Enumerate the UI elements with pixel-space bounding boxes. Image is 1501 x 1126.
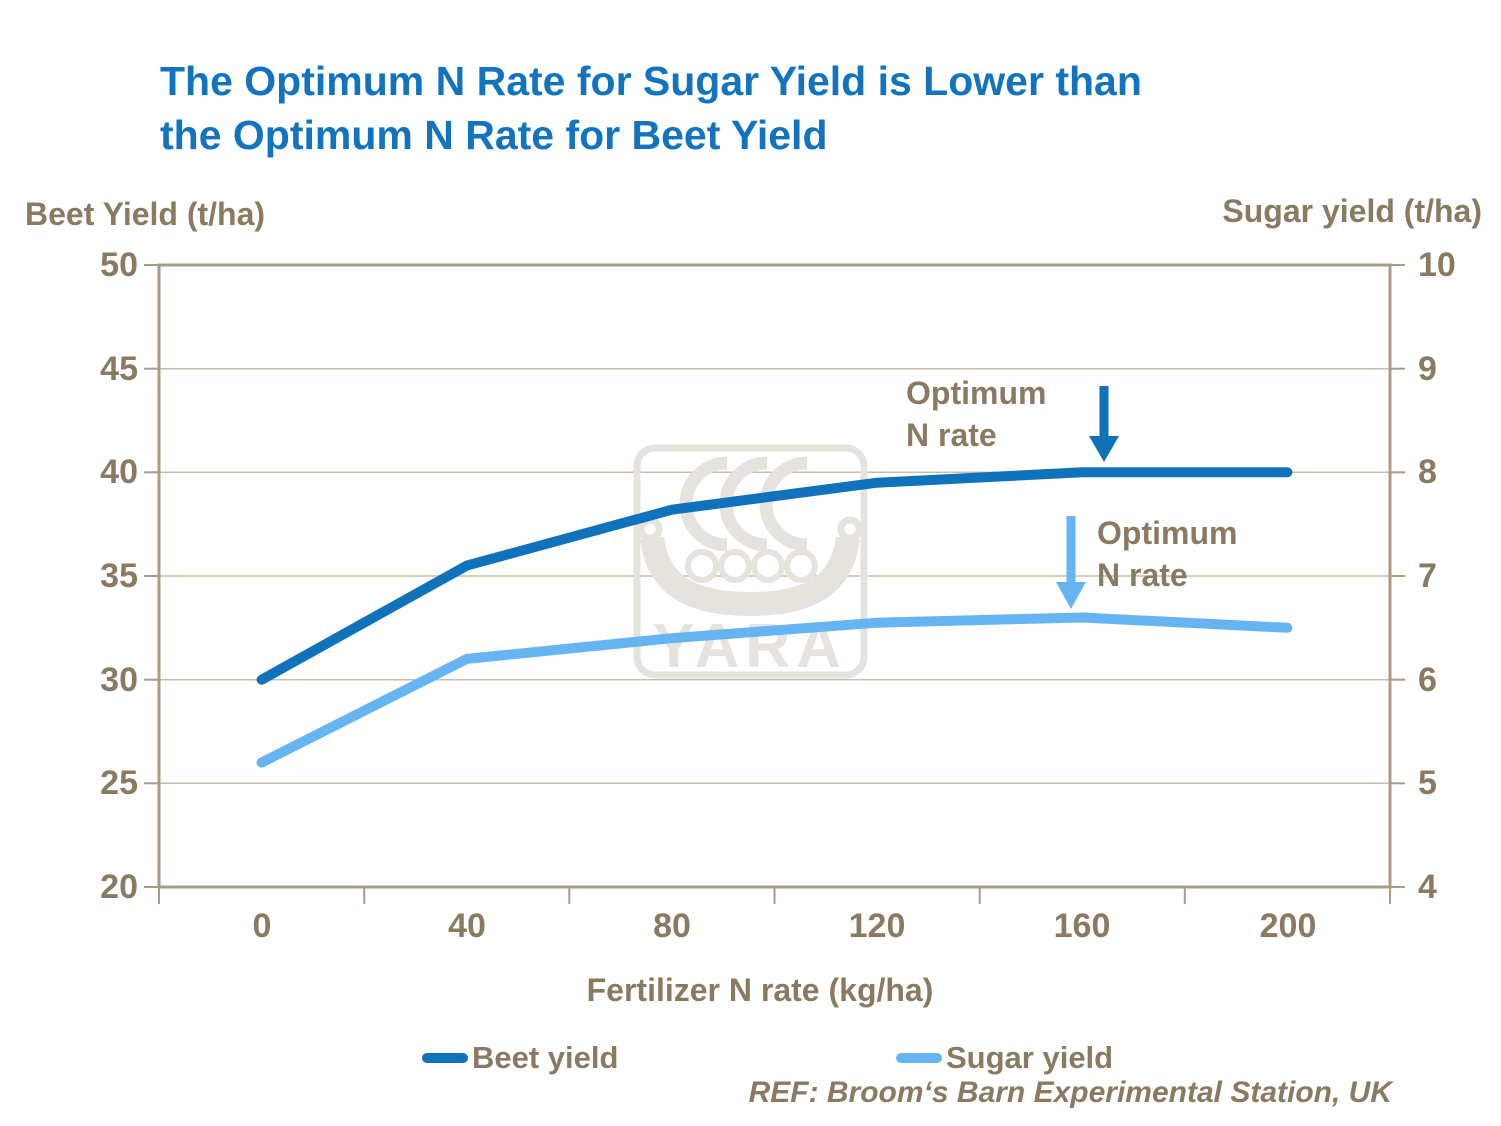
title-line-1: The Optimum N Rate for Sugar Yield is Lo… [160,58,1142,104]
x-tick-160: 160 [1053,907,1111,945]
right-tick-10: 10 [1418,246,1456,284]
right-tick-6: 6 [1418,661,1437,699]
beet-yield-legend-swatch [422,1053,468,1063]
right-tick-5: 5 [1418,764,1437,802]
left-tick-50: 50 [100,246,138,284]
sugar-yield-legend-swatch [896,1053,942,1063]
sugar-optimum-arrow-icon [1056,516,1086,609]
right-tick-9: 9 [1418,350,1437,388]
beet-yield-line [256,467,1293,685]
left-tick-20: 20 [100,868,138,906]
left-tick-25: 25 [100,764,138,802]
beet-yield-legend-label: Beet yield [472,1040,619,1075]
sugar-optimum-note: Optimum N rate [1097,512,1237,596]
left-tick-30: 30 [100,661,138,699]
page-title: The Optimum N Rate for Sugar Yield is Lo… [160,54,1440,162]
legend-item-sugar-yield: Sugar yield [896,1040,1113,1076]
beet-optimum-note-line-2: N rate [906,417,997,453]
right-tick-4: 4 [1418,868,1437,906]
sugar-yield-legend-label: Sugar yield [946,1040,1114,1075]
x-tick-120: 120 [848,907,906,945]
right-axis-title: Sugar yield (t/ha) [1222,193,1482,229]
beet-optimum-arrow-icon [1089,386,1119,462]
beet-optimum-note-line-1: Optimum [906,375,1047,411]
beet-optimum-note: Optimum N rate [906,372,1046,456]
x-tick-200: 200 [1259,907,1317,945]
sugar-optimum-note-line-2: N rate [1097,557,1188,593]
plot-border [144,263,1405,904]
x-axis-title: Fertilizer N rate (kg/ha) [586,972,934,1008]
yara-logo-watermark-icon: YARA [633,444,868,681]
left-axis-title: Beet Yield (t/ha) [25,196,266,232]
axis-tick-marks [144,264,1405,904]
title-line-2: the Optimum N Rate for Beet Yield [160,112,828,158]
right-tick-7: 7 [1418,557,1437,595]
left-tick-35: 35 [100,557,138,595]
x-tick-40: 40 [448,907,486,945]
sugar-optimum-note-line-1: Optimum [1097,515,1238,551]
x-tick-80: 80 [653,907,691,945]
sugar-yield-line [256,612,1293,768]
right-tick-8: 8 [1418,453,1437,491]
x-tick-0: 0 [252,907,272,945]
left-tick-40: 40 [100,453,138,491]
legend-item-beet-yield: Beet yield [422,1040,618,1076]
left-tick-45: 45 [100,350,138,388]
reference-text: REF: Broom‘s Barn Experimental Station, … [748,1076,1392,1109]
